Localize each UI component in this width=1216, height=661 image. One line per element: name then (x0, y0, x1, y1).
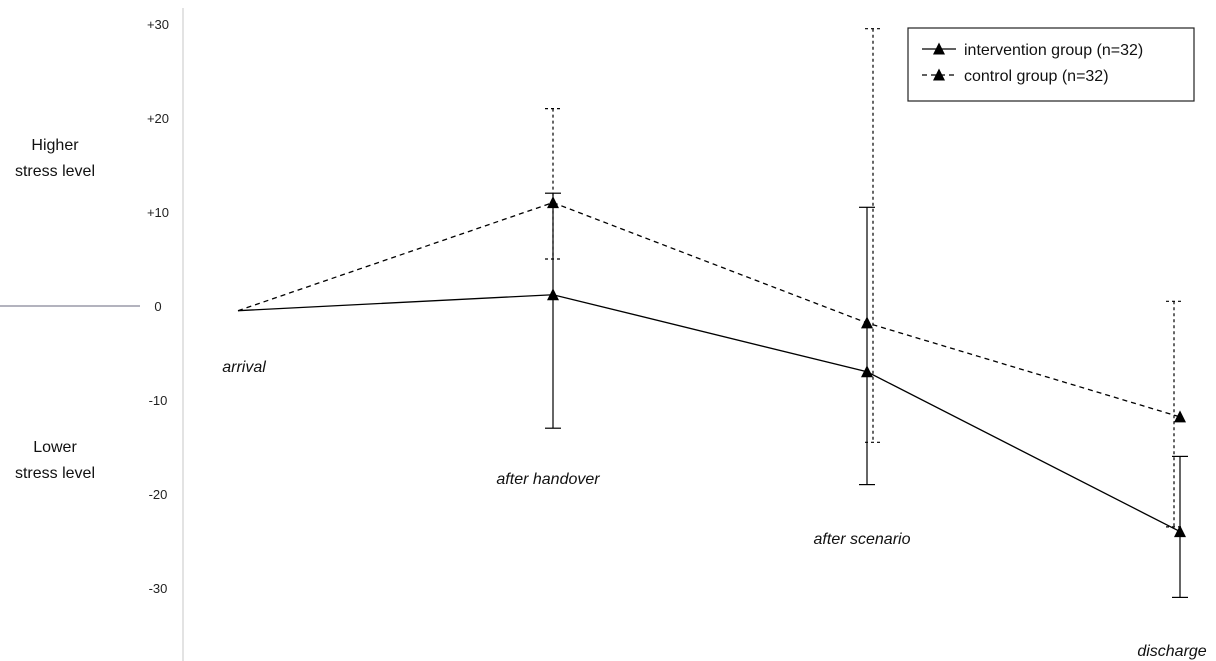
axis-layer: +30 +20 +10 0 -10 -20 -30 (0, 8, 184, 661)
legend: intervention group (n=32) control group … (907, 27, 1195, 102)
category-label-discharge: discharge (1137, 643, 1206, 660)
error-bars (545, 28, 1188, 599)
category-label-arrival: arrival (222, 359, 266, 376)
legend-marker-control (933, 68, 945, 81)
control-point (1174, 410, 1186, 423)
intervention-point (547, 288, 559, 301)
control-point (861, 316, 873, 329)
legend-marker-intervention (933, 42, 945, 55)
legend-symbol-control (922, 68, 956, 81)
y-tick-label: +10 (147, 205, 169, 220)
higher-stress-label-line2: stress level (15, 163, 95, 180)
error-bar (859, 206, 875, 486)
side-labels: Higher stress level Lower stress level (15, 137, 95, 482)
control-point (547, 196, 559, 209)
y-tick-label: +20 (147, 111, 169, 126)
error-bar (865, 28, 881, 443)
y-tick-label: -10 (149, 393, 168, 408)
higher-stress-label-line1: Higher (31, 137, 79, 154)
legend-symbol-intervention (922, 42, 956, 55)
category-labels: arrival after handover after scenario di… (222, 359, 1207, 660)
error-bar (545, 107, 561, 260)
intervention-point (1174, 525, 1186, 538)
lower-stress-label-line2: stress level (15, 465, 95, 482)
y-tick-label: 0 (154, 299, 161, 314)
legend-box (907, 27, 1195, 102)
y-tick-label: -30 (149, 581, 168, 596)
series-lines (237, 201, 1181, 533)
control-series-line (237, 201, 1181, 418)
intervention-point (861, 365, 873, 378)
intervention-series-line (237, 294, 1181, 533)
y-tick-label: +30 (147, 17, 169, 32)
legend-label-control: control group (n=32) (964, 68, 1109, 85)
category-label-after-scenario: after scenario (814, 531, 911, 548)
category-label-after-handover: after handover (496, 471, 600, 488)
lower-stress-label-line1: Lower (33, 439, 77, 456)
y-tick-label: -20 (149, 487, 168, 502)
legend-label-intervention: intervention group (n=32) (964, 42, 1143, 59)
error-bar (545, 192, 561, 429)
series-markers (547, 196, 1186, 538)
